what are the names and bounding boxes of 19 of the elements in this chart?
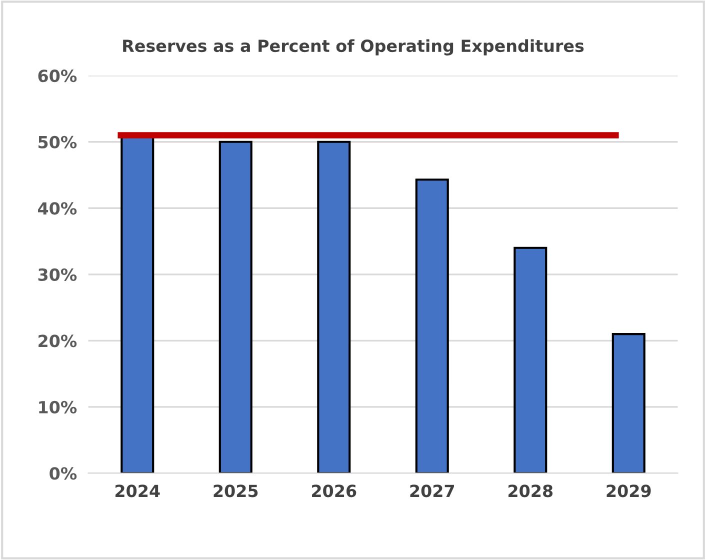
- bar: [612, 332, 646, 474]
- chart-title: Reserves as a Percent of Operating Expenditures: [123, 39, 584, 56]
- x-tick-label: 2025: [214, 484, 258, 498]
- bar: [415, 178, 449, 474]
- x-tick-label: 2029: [606, 484, 651, 498]
- x-tick-label: 2028: [508, 484, 553, 498]
- y-tick-label: 20%: [38, 334, 77, 348]
- bar: [317, 140, 351, 474]
- bar: [218, 140, 252, 474]
- y-tick-label: 60%: [38, 70, 77, 82]
- y-tick-label: 50%: [38, 136, 77, 148]
- y-tick-label: 10%: [39, 400, 77, 414]
- x-tick-label: 2026: [312, 484, 356, 498]
- x-tick-label: 2024: [116, 484, 160, 498]
- y-tick-label: 30%: [38, 268, 77, 281]
- x-tick-label: 2027: [410, 484, 454, 498]
- bar: [514, 246, 548, 474]
- y-tick-label: 40%: [38, 202, 77, 215]
- y-tick-label: 0%: [50, 467, 77, 480]
